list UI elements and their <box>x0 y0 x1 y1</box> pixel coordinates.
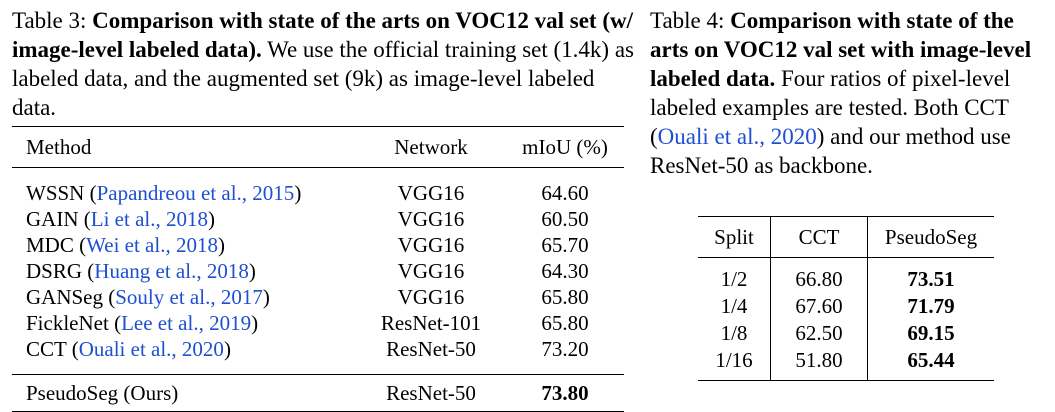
table4-caption-label: Table 4: <box>650 8 725 33</box>
table3-header-miou: mIoU (%) <box>522 134 608 159</box>
table-row: MDC (Wei et al., 2018) VGG16 65.70 <box>12 232 624 258</box>
method-cell: MDC (Wei et al., 2018) <box>26 233 225 257</box>
pseudoseg-cell: 71.79 <box>907 294 955 318</box>
table-row: WSSN (Papandreou et al., 2015) VGG16 64.… <box>12 180 624 206</box>
table-row: 1/2 66.80 73.51 <box>698 266 994 293</box>
table4-caption-title: Comparison with state of the arts on VOC… <box>650 8 1032 91</box>
table4-caption: Table 4: Comparison with state of the ar… <box>650 6 1050 180</box>
table3-header-method: Method <box>26 134 92 159</box>
citation-link[interactable]: Lee et al., 2019 <box>121 311 252 335</box>
method-name: GANSeg <box>26 285 103 309</box>
citation-link[interactable]: Wei et al., 2018 <box>86 233 218 257</box>
pseudoseg-cell: 69.15 <box>907 321 955 345</box>
table-row: GANSeg (Souly et al., 2017) VGG16 65.80 <box>12 284 624 310</box>
table-row: CCT (Ouali et al., 2020) ResNet-50 73.20 <box>12 336 624 362</box>
ours-network-cell: ResNet-50 <box>386 381 476 405</box>
table3-caption: Table 3: Comparison with state of the ar… <box>12 6 634 122</box>
table4-caption-body-2: ) and our method use ResNet-50 as backbo… <box>650 124 1011 178</box>
cct-cell: 51.80 <box>770 347 868 381</box>
miou-cell: 65.70 <box>541 233 589 257</box>
table-row: 1/16 51.80 65.44 <box>698 347 994 381</box>
citation-link[interactable]: Souly et al., 2017 <box>115 285 263 309</box>
network-cell: VGG16 <box>397 181 465 205</box>
method-name: CCT <box>26 337 67 361</box>
method-name: DSRG <box>26 259 83 283</box>
method-name: GAIN <box>26 207 79 231</box>
split-cell: 1/16 <box>698 347 771 381</box>
table3-caption-body: We use the official training set (1.4k) … <box>12 37 634 120</box>
method-name: MDC <box>26 233 74 257</box>
network-cell: ResNet-50 <box>386 337 476 361</box>
split-cell: 1/8 <box>698 320 771 347</box>
table3-caption-label: Table 3: <box>12 8 87 33</box>
table3: Method Network mIoU (%) WSSN (Papandreou… <box>12 126 624 412</box>
table3-header-row: Method Network mIoU (%) <box>12 126 624 168</box>
method-cell: WSSN (Papandreou et al., 2015) <box>26 181 302 205</box>
table-row: 1/8 62.50 69.15 <box>698 320 994 347</box>
table-row: DSRG (Huang et al., 2018) VGG16 64.30 <box>12 258 624 284</box>
ours-miou-value: 73.80 <box>541 381 589 405</box>
network-cell: VGG16 <box>397 285 465 309</box>
table-row: GAIN (Li et al., 2018) VGG16 60.50 <box>12 206 624 232</box>
table3-ours-row: PseudoSeg (Ours) ResNet-50 73.80 <box>12 374 624 412</box>
method-cell: GAIN (Li et al., 2018) <box>26 207 215 231</box>
network-cell: VGG16 <box>397 233 465 257</box>
method-cell: FickleNet (Lee et al., 2019) <box>26 311 259 335</box>
network-cell: VGG16 <box>397 207 465 231</box>
citation-link[interactable]: Papandreou et al., 2015 <box>96 181 295 205</box>
method-cell: GANSeg (Souly et al., 2017) <box>26 285 270 309</box>
table-row: FickleNet (Lee et al., 2019) ResNet-101 … <box>12 310 624 336</box>
citation-link[interactable]: Huang et al., 2018 <box>94 259 249 283</box>
split-cell: 1/2 <box>698 266 771 293</box>
table3-caption-title: Comparison with state of the arts on VOC… <box>12 8 633 62</box>
pseudoseg-cell: 65.44 <box>907 348 955 372</box>
cct-cell: 62.50 <box>770 320 868 347</box>
pseudoseg-cell: 73.51 <box>907 267 955 291</box>
network-cell: ResNet-101 <box>380 311 482 335</box>
table4: Split CCT PseudoSeg 1/2 66.80 73.51 1/4 … <box>698 216 994 381</box>
citation-link[interactable]: Ouali et al., 2020 <box>657 124 817 149</box>
method-name: FickleNet <box>26 311 109 335</box>
citation-link[interactable]: Ouali et al., 2020 <box>78 337 224 361</box>
citation-link[interactable]: Li et al., 2018 <box>90 207 208 231</box>
table4-header-split: Split <box>698 216 771 258</box>
table4-caption-body-1: Four ratios of pixel-level labeled examp… <box>650 66 1011 149</box>
ours-miou-cell: 73.80 <box>506 375 624 412</box>
table4-header-row: Split CCT PseudoSeg <box>698 216 994 258</box>
miou-cell: 64.60 <box>541 181 589 205</box>
method-cell: DSRG (Huang et al., 2018) <box>26 259 256 283</box>
miou-cell: 65.80 <box>541 285 589 309</box>
method-name: WSSN <box>26 181 85 205</box>
ours-method-cell: PseudoSeg (Ours) <box>26 381 179 405</box>
table3-header-network: Network <box>394 134 468 159</box>
miou-cell: 64.30 <box>541 259 589 283</box>
miou-cell: 73.20 <box>541 337 589 361</box>
network-cell: VGG16 <box>397 259 465 283</box>
method-cell: CCT (Ouali et al., 2020) <box>26 337 231 361</box>
table4-header-cct: CCT <box>770 216 868 258</box>
split-cell: 1/4 <box>698 293 771 320</box>
table4-header-pseudoseg: PseudoSeg <box>884 224 978 249</box>
cct-cell: 67.60 <box>770 293 868 320</box>
miou-cell: 65.80 <box>541 311 589 335</box>
miou-cell: 60.50 <box>541 207 589 231</box>
table-row: 1/4 67.60 71.79 <box>698 293 994 320</box>
cct-cell: 66.80 <box>770 266 868 293</box>
